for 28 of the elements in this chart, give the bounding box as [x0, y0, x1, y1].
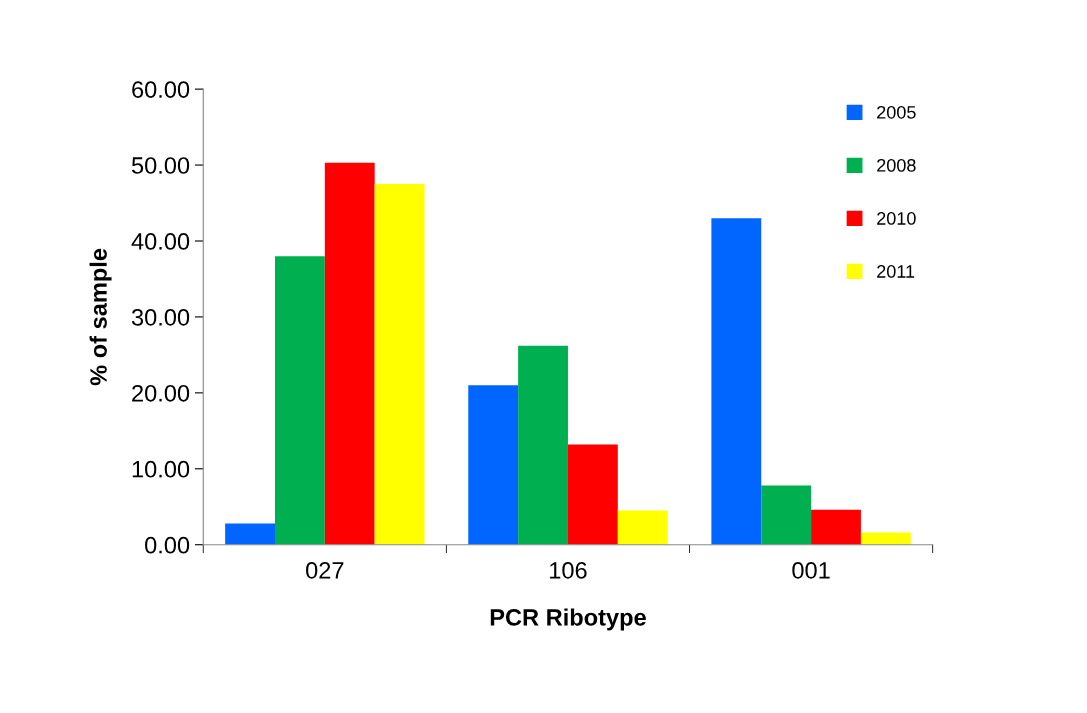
bar [761, 485, 812, 545]
bar [567, 444, 618, 545]
x-tick-label: 027 [306, 562, 344, 579]
legend-label: 2005 [877, 105, 916, 119]
legend-label: 2010 [877, 212, 916, 225]
y-tick-label: 40.00 [131, 233, 190, 250]
bar [860, 532, 911, 545]
bar [617, 510, 668, 545]
bar [374, 184, 425, 545]
bar [274, 256, 325, 545]
bar [468, 385, 519, 545]
bar [518, 345, 568, 545]
y-tick-label: 30.00 [131, 309, 190, 326]
x-axis-title: PCR Ribotype [490, 608, 646, 631]
legend-label: 2008 [877, 158, 916, 172]
x-tick-label: 001 [792, 562, 830, 579]
bar [324, 162, 375, 545]
y-tick-label: 10.00 [132, 460, 190, 478]
y-tick-label: 60.00 [132, 81, 190, 98]
y-tick-label: 0.00 [145, 536, 190, 554]
legend-label: 2011 [877, 265, 915, 278]
bar [811, 509, 861, 545]
y-tick-label: 20.00 [132, 384, 190, 402]
bar [225, 523, 275, 545]
bar [711, 218, 762, 545]
x-tick-label: 106 [550, 562, 587, 579]
y-tick-label: 50.00 [131, 157, 190, 174]
y-axis-title: % of sample [89, 248, 112, 386]
